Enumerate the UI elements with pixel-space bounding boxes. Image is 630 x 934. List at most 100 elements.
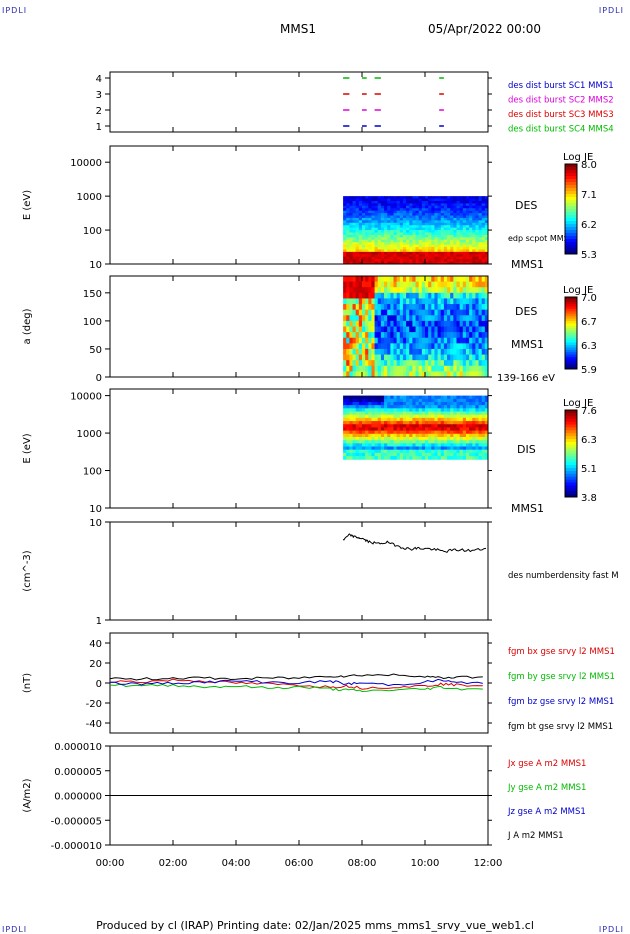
des-pitch-cell: [365, 354, 369, 361]
des-pitch-cell: [380, 371, 385, 378]
colorbar-des-energy-swatch: [565, 206, 577, 210]
des-pitch-cell: [484, 292, 489, 299]
des-energy-cell: [456, 210, 461, 214]
des-pitch-cell: [368, 360, 372, 367]
des-pitch-cell: [418, 281, 423, 288]
des-pitch-cell: [393, 309, 398, 316]
des-energy-cell: [418, 254, 423, 258]
des-energy-cell: [365, 254, 369, 258]
dis-energy-cell: [453, 443, 457, 448]
des-energy-cell: [431, 232, 435, 236]
dis-energy-cell: [418, 411, 423, 416]
des-energy-cell: [434, 251, 439, 255]
des-energy-cell: [453, 259, 457, 263]
des-pitch-cell: [475, 365, 480, 372]
dis-energy-cell: [358, 433, 363, 438]
des-energy-cell: [352, 217, 357, 221]
y-tick-label: 50: [89, 345, 102, 356]
des-energy-cell: [399, 205, 404, 209]
dis-energy-cell: [415, 408, 420, 413]
dis-energy-cell: [462, 401, 467, 406]
dis-energy-cell: [459, 427, 464, 432]
des-energy-cell: [443, 198, 448, 202]
dis-energy-cell: [440, 398, 445, 403]
des-pitch-cell: [469, 320, 473, 327]
des-pitch-cell: [343, 343, 347, 350]
dis-energy-cell: [440, 424, 445, 428]
dis-energy-cell: [384, 421, 388, 425]
dis-energy-cell: [443, 398, 448, 403]
des-pitch-cell: [469, 365, 473, 372]
dis-energy-cell: [402, 430, 407, 435]
des-energy-cell: [346, 225, 350, 229]
des-energy-cell: [450, 220, 454, 224]
des-energy-cell: [396, 198, 401, 202]
des-energy-cell: [387, 249, 391, 253]
des-pitch-cell: [399, 326, 404, 333]
des-energy-cell: [484, 208, 489, 212]
des-energy-cell: [374, 205, 379, 209]
des-pitch-cell: [374, 304, 379, 311]
des-energy-cell: [434, 208, 439, 212]
des-pitch-cell: [368, 309, 372, 316]
colorbar-des-energy-swatch: [565, 197, 577, 201]
des-pitch-cell: [431, 309, 435, 316]
des-energy-cell: [481, 213, 486, 217]
dis-energy-cell: [406, 452, 410, 457]
des-energy-cell: [450, 225, 454, 229]
des-energy-cell: [380, 232, 385, 236]
des-pitch-cell: [409, 343, 413, 350]
des-energy-cell: [462, 232, 467, 236]
dis-energy-cell: [465, 408, 470, 413]
dis-energy-cell: [387, 427, 391, 432]
des-energy-cell: [481, 203, 486, 207]
des-energy-cell: [472, 222, 476, 226]
des-pitch-cell: [465, 287, 470, 294]
dis-energy-cell: [380, 433, 385, 438]
des-pitch-cell: [434, 332, 439, 339]
des-pitch-cell: [425, 326, 429, 333]
des-energy-cell: [437, 200, 442, 204]
des-energy-cell: [456, 242, 461, 246]
dis-energy-cell: [352, 421, 357, 425]
des-energy-cell: [475, 217, 480, 221]
dis-energy-cell: [358, 443, 363, 448]
dis-energy-cell: [349, 436, 354, 441]
dis-energy-cell: [415, 427, 420, 432]
des-energy-cell: [437, 254, 442, 258]
des-energy-cell: [390, 249, 394, 253]
des-energy-cell: [459, 222, 464, 226]
dis-energy-cell: [399, 405, 404, 409]
des-pitch-cell: [358, 326, 363, 333]
des-pitch-cell: [352, 354, 357, 361]
des-pitch-cell: [421, 365, 426, 372]
dis-energy-cell: [447, 424, 451, 428]
des-energy-cell: [465, 234, 470, 238]
des-energy-cell: [343, 196, 347, 200]
des-energy-cell: [425, 244, 429, 248]
des-pitch-cell: [459, 304, 464, 311]
des-energy-cell: [406, 249, 410, 253]
des-pitch-cell: [377, 365, 382, 372]
des-energy-cell: [409, 261, 413, 265]
des-energy-cell: [443, 261, 448, 265]
des-pitch-cell: [365, 326, 369, 333]
des-energy-cell: [393, 251, 398, 255]
dis-energy-cell: [428, 414, 432, 419]
des-pitch-cell: [365, 371, 369, 378]
dis-energy-cell: [374, 401, 379, 406]
des-pitch-cell: [412, 276, 417, 283]
des-pitch-cell: [355, 276, 360, 283]
des-pitch-cell: [456, 287, 461, 294]
des-energy-cell: [346, 198, 350, 202]
des-pitch-cell: [409, 281, 413, 288]
dis-energy-cell: [396, 436, 401, 441]
des-energy-cell: [368, 261, 372, 265]
des-energy-cell: [415, 249, 420, 253]
dis-energy-cell: [365, 401, 369, 406]
dis-energy-cell: [428, 436, 432, 441]
des-pitch-cell: [368, 337, 372, 344]
colorbar-dis-energy-swatch: [565, 485, 577, 489]
des-energy-cell: [349, 225, 354, 229]
des-pitch-cell: [399, 354, 404, 361]
